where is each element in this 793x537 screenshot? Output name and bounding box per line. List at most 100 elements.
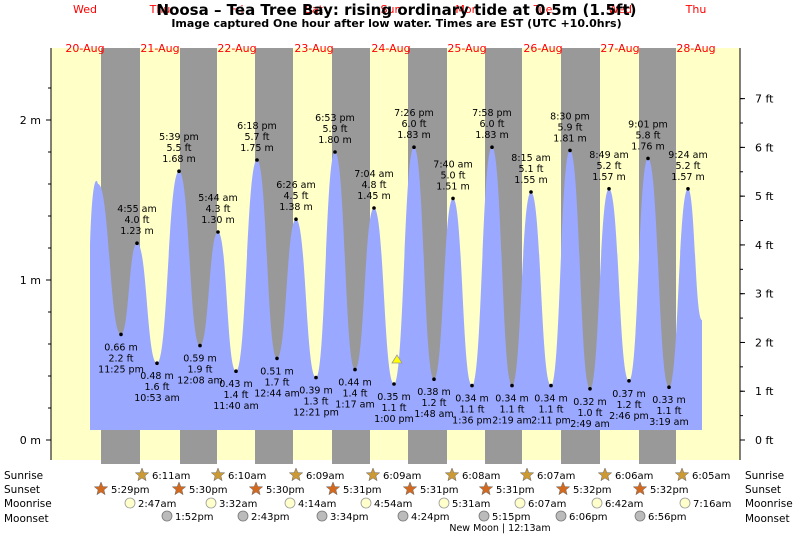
tide-low-ft: 1.2 ft <box>421 398 446 409</box>
moonrise-icon <box>679 497 691 509</box>
tide-extreme-point <box>177 169 181 173</box>
tide-high-m: 1.30 m <box>201 215 234 226</box>
sunrise-time: 6:08am <box>462 471 500 482</box>
day-name-label: Sat <box>305 3 324 16</box>
day-date-label: 20-Aug <box>65 42 104 55</box>
tide-high-ft: 5.2 ft <box>596 161 621 172</box>
moonset-icon <box>397 510 409 522</box>
tide-low-m: 0.44 m <box>338 378 371 389</box>
tide-low-time: 10:53 am <box>134 393 179 404</box>
tide-low-time: 12:08 am <box>177 376 222 387</box>
moonset-time: 4:24pm <box>411 512 450 523</box>
tide-extreme-point <box>294 217 298 221</box>
moonset-time: 3:34pm <box>330 512 369 523</box>
tide-high-time: 7:26 pm <box>394 108 434 119</box>
chart-subtitle: Image captured One hour after low water.… <box>171 17 622 30</box>
sunset-icon <box>632 481 648 496</box>
sunrise-icon <box>365 467 381 482</box>
tide-high-ft: 5.9 ft <box>322 124 347 135</box>
day-date-label: 21-Aug <box>140 42 179 55</box>
sunrise-icon <box>597 467 613 482</box>
right-tick-label: 3 ft <box>755 288 774 301</box>
tide-extreme-point <box>588 387 592 391</box>
tide-high-ft: 5.9 ft <box>557 122 582 133</box>
tide-low-time: 1:00 pm <box>374 414 414 425</box>
right-tick-label: 7 ft <box>755 93 774 106</box>
tide-low-m: 0.59 m <box>183 354 216 365</box>
tide-low-m: 0.39 m <box>299 386 332 397</box>
current-tide-marker <box>391 354 403 364</box>
tide-high-ft: 6.0 ft <box>479 119 504 130</box>
moonset-time: 1:52pm <box>175 512 214 523</box>
day-date-label: 26-Aug <box>523 42 562 55</box>
moonrise-icon <box>205 497 217 509</box>
tide-high-m: 1.23 m <box>120 226 153 237</box>
tide-low-ft: 1.3 ft <box>303 397 328 408</box>
tide-low-ft: 1.1 ft <box>656 406 681 417</box>
tide-low-m: 0.43 m <box>219 379 252 390</box>
tide-low-m: 0.34 m <box>455 394 488 405</box>
moonset-time: 2:43pm <box>251 512 290 523</box>
right-tick-label: 5 ft <box>755 190 774 203</box>
tide-high-time: 8:49 am <box>589 150 628 161</box>
left-tick-label: 2 m <box>20 114 41 127</box>
tide-low-time: 11:25 pm <box>98 364 144 375</box>
tide-high-ft: 5.8 ft <box>635 130 660 141</box>
day-name-label: Sun <box>381 3 402 16</box>
tide-extreme-point <box>333 150 337 154</box>
tide-high-ft: 4.5 ft <box>283 191 308 202</box>
tide-high-m: 1.83 m <box>475 130 508 141</box>
tide-high-ft: 5.0 ft <box>440 170 465 181</box>
tide-high-ft: 4.3 ft <box>205 204 230 215</box>
sunset-icon <box>248 481 264 496</box>
tide-low-m: 0.32 m <box>573 397 606 408</box>
sunrise-icon <box>288 467 304 482</box>
tide-low-m: 0.34 m <box>495 394 528 405</box>
tide-low-ft: 1.6 ft <box>144 382 169 393</box>
left-tick-label: 0 m <box>20 434 41 447</box>
moonrise-icon <box>124 497 136 509</box>
moonrise-time: 4:54am <box>374 499 412 510</box>
tide-high-time: 8:15 am <box>511 153 550 164</box>
right-tick-label: 0 ft <box>755 434 774 447</box>
tide-high-m: 1.45 m <box>357 191 390 202</box>
row-label-left: Moonset <box>4 513 49 525</box>
tide-low-time: 3:19 am <box>649 417 688 428</box>
tide-high-m: 1.81 m <box>553 133 586 144</box>
sunrise-time: 6:10am <box>228 471 266 482</box>
tide-high-time: 9:24 am <box>668 150 707 161</box>
moonrise-time: 6:42am <box>605 499 643 510</box>
sunrise-icon <box>134 467 150 482</box>
row-label-right: Sunrise <box>745 470 784 482</box>
day-name-label: Wed <box>608 3 632 16</box>
tide-low-time: 12:44 am <box>254 388 299 399</box>
tide-low-m: 0.51 m <box>260 366 293 377</box>
sunrise-icon <box>444 467 460 482</box>
tide-low-m: 0.48 m <box>140 371 173 382</box>
tide-low-ft: 1.0 ft <box>577 408 602 419</box>
day-name-label: Tue <box>533 3 553 16</box>
tide-extreme-point <box>686 187 690 191</box>
sunset-icon <box>478 481 494 496</box>
day-date-label: 22-Aug <box>217 42 256 55</box>
moonrise-time: 4:14am <box>298 499 336 510</box>
tide-extreme-point <box>470 383 474 388</box>
day-name-label: Thu <box>685 3 707 16</box>
sunset-icon <box>171 481 187 496</box>
moon-phase-label: New Moon | 12:13am <box>449 523 550 534</box>
right-tick-label: 6 ft <box>755 141 774 154</box>
tide-low-ft: 1.7 ft <box>264 377 289 388</box>
moonrise-icon <box>438 497 450 509</box>
moonrise-time: 3:32am <box>219 499 257 510</box>
sunset-time: 5:31pm <box>420 485 459 496</box>
day-date-label: 23-Aug <box>294 42 333 55</box>
tide-extreme-point <box>392 382 396 386</box>
moonset-icon <box>478 510 490 522</box>
tide-extreme-point <box>568 148 572 153</box>
row-label-left: Moonrise <box>4 498 52 510</box>
right-tick-label: 2 ft <box>755 336 774 349</box>
sunset-time: 5:32pm <box>650 485 689 496</box>
moonset-icon <box>237 510 249 522</box>
tide-extreme-point <box>314 375 318 380</box>
tide-high-time: 7:04 am <box>354 169 393 180</box>
